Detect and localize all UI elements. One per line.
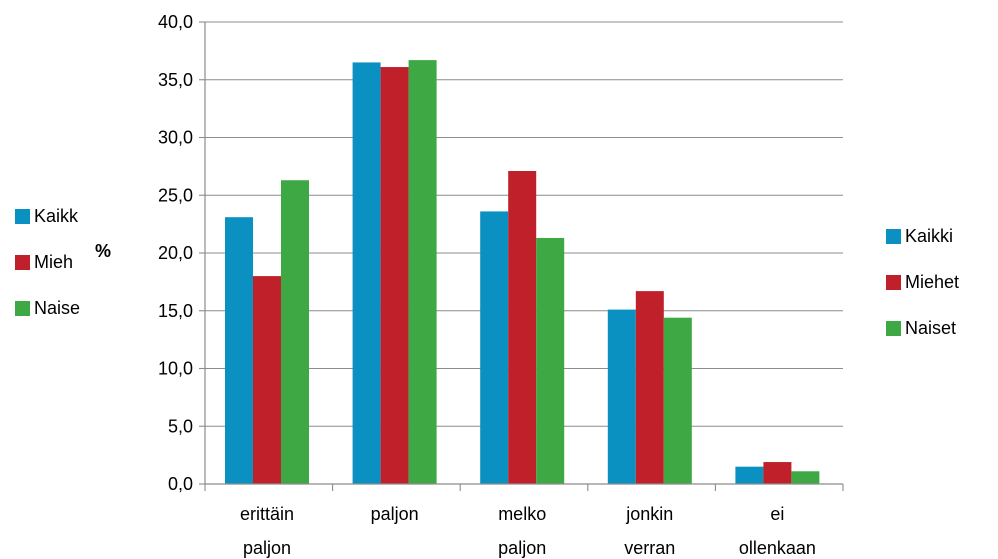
legend-swatch-naiset [15, 301, 30, 316]
x-category-labels: erittäin paljon paljon melko paljon jonkin ver… [240, 504, 816, 558]
bar-miehet-2 [508, 171, 536, 484]
x-category-label-line: paljon [243, 538, 291, 558]
x-category-label-line: paljon [498, 538, 546, 558]
legend-swatch-miehet [886, 275, 901, 290]
bar-miehet-1 [381, 67, 409, 484]
y-tick-label: 15,0 [158, 301, 193, 321]
bar-naiset-1 [409, 60, 437, 484]
y-tick-label: 0,0 [168, 474, 193, 494]
bar-kaikki-0 [225, 217, 253, 484]
y-tick-label: 30,0 [158, 128, 193, 148]
y-tick-label: 5,0 [168, 416, 193, 436]
legend-label-kaikki: Kaikki [905, 226, 953, 246]
x-category-label-line: paljon [371, 504, 419, 524]
y-tick-label: 35,0 [158, 70, 193, 90]
bar-miehet-3 [636, 291, 664, 484]
bar-naiset-3 [664, 318, 692, 484]
legend-label-naiset: Naise [34, 298, 80, 318]
x-category-label: ei ollenkaan [739, 504, 816, 558]
y-axis-label: % [95, 241, 111, 261]
bar-miehet-0 [253, 276, 281, 484]
x-category-label-line: melko [498, 504, 546, 524]
legend-right: Kaikki Miehet Naiset [886, 226, 959, 338]
bar-naiset-4 [791, 471, 819, 484]
legend-left: Kaikk Mieh Naise [15, 206, 80, 318]
x-category-label-line: ei [770, 504, 784, 524]
bar-kaikki-1 [353, 62, 381, 484]
bar-miehet-4 [763, 462, 791, 484]
legend-swatch-miehet [15, 255, 30, 270]
y-tick-label: 40,0 [158, 12, 193, 32]
y-tick-label: 10,0 [158, 359, 193, 379]
legend-label-miehet: Mieh [34, 252, 73, 272]
bar-kaikki-4 [735, 467, 763, 484]
x-category-label-line: jonkin [625, 504, 673, 524]
bar-kaikki-2 [480, 211, 508, 484]
x-category-label-line: erittäin [240, 504, 294, 524]
y-tick-label: 25,0 [158, 185, 193, 205]
legend-label-naiset: Naiset [905, 318, 956, 338]
legend-label-kaikki: Kaikk [34, 206, 79, 226]
bar-naiset-2 [536, 238, 564, 484]
bars [225, 60, 819, 484]
bar-kaikki-3 [608, 310, 636, 484]
x-category-label: jonkin verran [624, 504, 675, 558]
x-category-label: paljon [371, 504, 419, 524]
y-tick-labels: 0,0 5,0 10,0 15,0 20,0 25,0 30,0 35,0 40,0 [158, 12, 193, 494]
x-category-label: erittäin paljon [240, 504, 294, 558]
legend-swatch-naiset [886, 321, 901, 336]
y-tick-label: 20,0 [158, 243, 193, 263]
legend-swatch-kaikki [886, 229, 901, 244]
x-category-label-line: ollenkaan [739, 538, 816, 558]
legend-label-miehet: Miehet [905, 272, 959, 292]
legend-swatch-kaikki [15, 209, 30, 224]
x-category-label: melko paljon [498, 504, 546, 558]
bar-naiset-0 [281, 180, 309, 484]
x-category-label-line: verran [624, 538, 675, 558]
